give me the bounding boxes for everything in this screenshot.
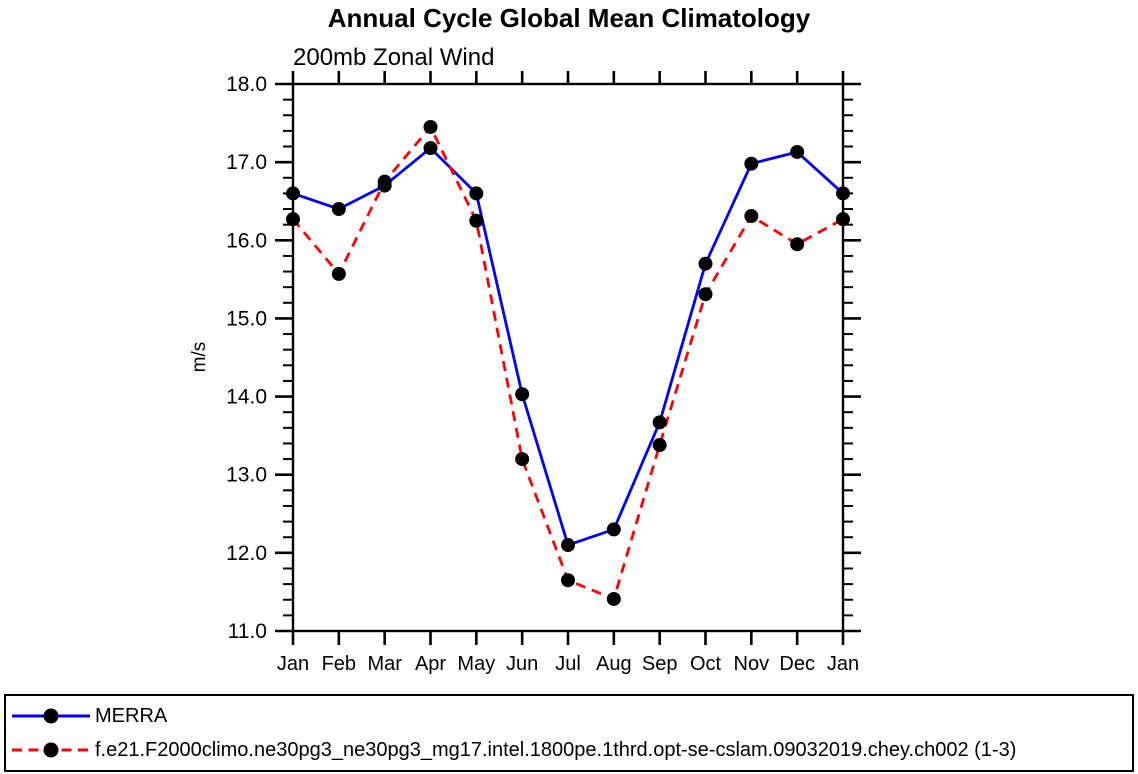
model-point: [331, 266, 346, 281]
merra-point: [606, 522, 621, 537]
y-tick-label: 11.0: [228, 620, 267, 643]
merra-point: [790, 144, 805, 159]
y-tick-label: 15.0: [226, 307, 267, 330]
merra-sample-marker: [43, 708, 59, 724]
merra-point: [286, 186, 300, 201]
model-point: [790, 237, 805, 252]
y-tick-label: 18.0: [226, 73, 267, 96]
x-tick-label: Nov: [734, 653, 770, 675]
merra-point: [423, 141, 438, 156]
y-tick-label: 17.0: [226, 151, 267, 174]
y-tick-label: 12.0: [226, 542, 267, 565]
model-point: [286, 212, 300, 227]
merra-point: [744, 156, 759, 171]
x-tick-label: Feb: [322, 653, 356, 675]
chart-subtitle: 200mb Zonal Wind: [293, 44, 495, 71]
x-tick-label: Aug: [596, 653, 632, 675]
merra-line-sample: [12, 708, 90, 724]
model-line: [291, 125, 844, 601]
merra-point: [561, 538, 575, 553]
model-point: [423, 119, 438, 134]
x-tick-label: Jun: [506, 653, 538, 675]
model-point: [561, 573, 575, 588]
x-tick-label: Apr: [415, 653, 446, 675]
merra-point: [515, 387, 530, 402]
legend-label-merra: MERRA: [95, 704, 168, 727]
x-tick-label: Jan: [827, 653, 859, 675]
plot-area: 11.0 12.0 13.0 14.0 15.0 16.0 17.0 18.0 Jan Feb Ma…: [189, 71, 861, 675]
model-point: [652, 438, 667, 453]
merra-point: [331, 202, 346, 217]
model-sample-marker: [43, 742, 59, 758]
model-point: [515, 452, 530, 467]
x-tick-label: May: [457, 653, 495, 675]
model-point: [744, 209, 759, 224]
x-tick-label: Oct: [690, 653, 722, 675]
y-axis-label: m/s: [189, 342, 210, 373]
model-point: [606, 591, 621, 606]
model-line-sample: [12, 742, 90, 758]
model-point: [469, 213, 484, 228]
model-point: [836, 212, 850, 227]
legend: MERRA f.e21.F2000climo.ne30pg3_ne30pg3_m…: [4, 694, 1134, 772]
merra-point: [469, 186, 484, 201]
merra-point: [698, 256, 713, 271]
y-tick-label: 13.0: [226, 464, 267, 487]
model-point: [377, 174, 392, 189]
x-tick-label: Jan: [277, 653, 309, 675]
legend-label-model: f.e21.F2000climo.ne30pg3_ne30pg3_mg17.in…: [95, 738, 1017, 761]
x-tick-label: Sep: [642, 653, 678, 675]
x-tick-label: Dec: [779, 653, 815, 675]
model-point: [698, 287, 713, 302]
chart-title: Annual Cycle Global Mean Climatology: [327, 3, 811, 33]
legend-item-model: f.e21.F2000climo.ne30pg3_ne30pg3_mg17.in…: [10, 733, 1132, 767]
y-tick-label: 16.0: [226, 229, 267, 252]
merra-point: [836, 186, 850, 201]
merra-point: [652, 415, 667, 430]
y-tick-label: 14.0: [226, 386, 267, 409]
x-tick-label: Jul: [555, 653, 581, 675]
x-tick-label: Mar: [367, 653, 402, 675]
merra-line: [292, 146, 844, 547]
legend-item-merra: MERRA: [10, 699, 1132, 733]
